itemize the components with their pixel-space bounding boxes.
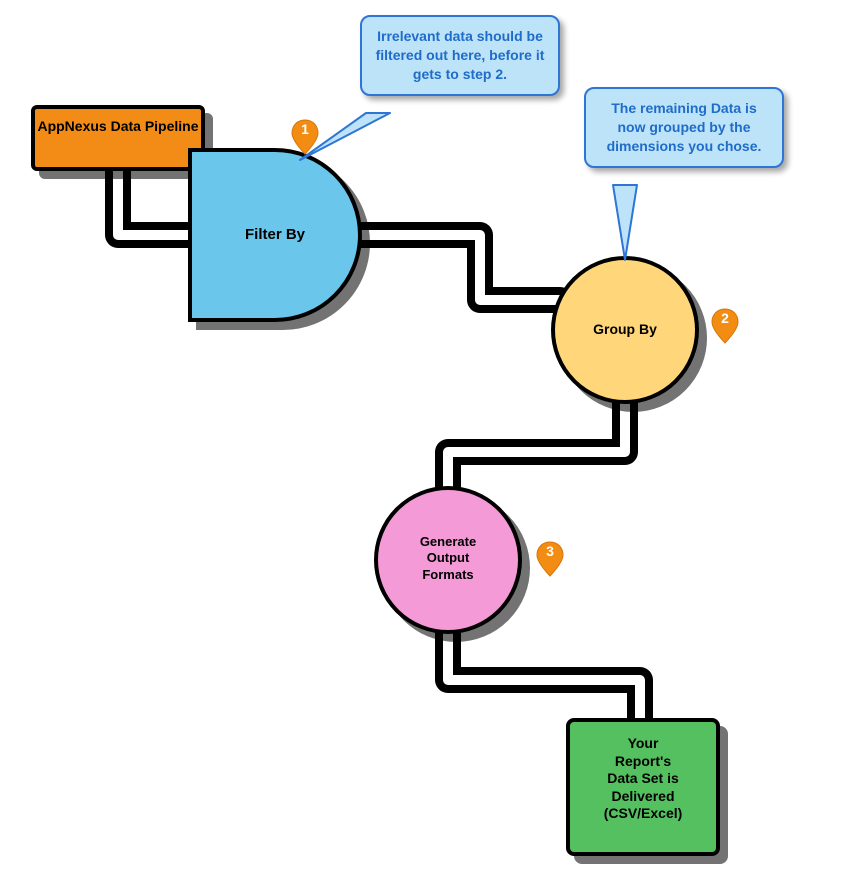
pin-2-number: 2 [710, 310, 740, 326]
pin-3: 3 [535, 540, 565, 578]
callout-filter-text: Irrelevant data should be filtered out h… [376, 28, 545, 82]
callout-filter: Irrelevant data should be filtered out h… [360, 15, 560, 96]
pin-2: 2 [710, 307, 740, 345]
flowchart-canvas: AppNexus Data Pipeline Filter By Group B… [0, 0, 841, 874]
pin-1: 1 [290, 118, 320, 156]
pin-3-number: 3 [535, 543, 565, 559]
callout-group-text: The remaining Data is now grouped by the… [607, 100, 762, 154]
node-shapes [33, 107, 718, 854]
pin-1-number: 1 [290, 121, 320, 137]
callout-group: The remaining Data is now grouped by the… [584, 87, 784, 168]
